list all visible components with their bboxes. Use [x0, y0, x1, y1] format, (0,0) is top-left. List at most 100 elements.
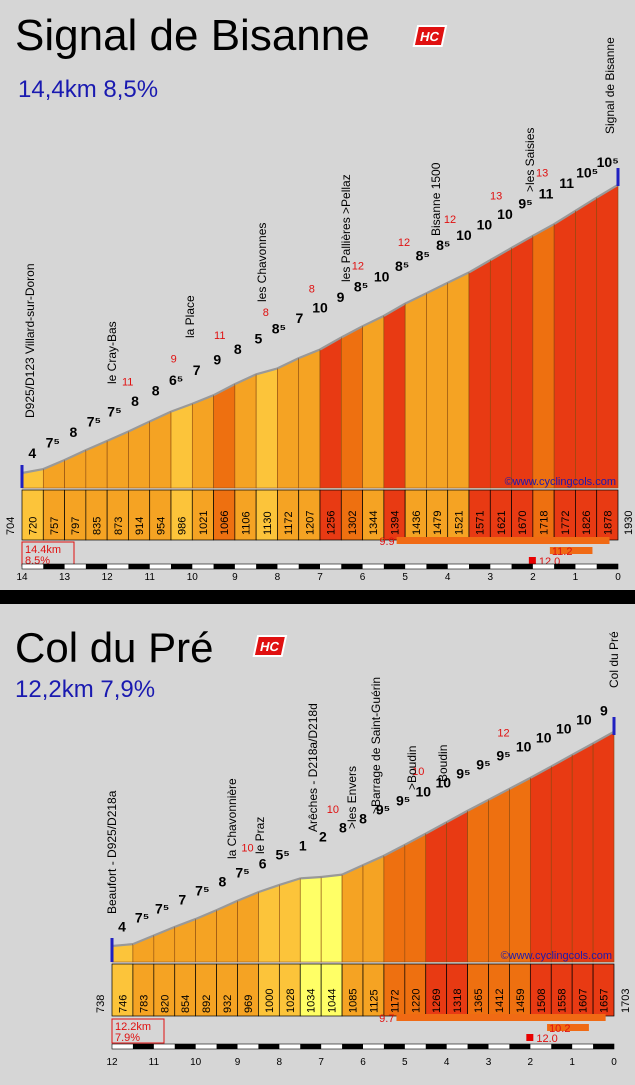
climb-summary: 14,4km 8,5% [18, 76, 158, 103]
profile-road-line [341, 864, 364, 876]
profile-road-line [213, 383, 236, 397]
altitude-label: 757 [49, 517, 61, 535]
altitude-label: 914 [134, 517, 146, 535]
profile-road-line [425, 821, 448, 835]
hc-badge-label: HC [419, 29, 441, 44]
km-tick-label: 11 [149, 1057, 160, 1068]
km-tick-label: 2 [530, 572, 536, 583]
profile-road-line [383, 843, 406, 857]
gradient-label: 10 [415, 784, 431, 800]
gradient-label: 8⁵ [395, 258, 409, 274]
profile-road-line [596, 183, 619, 199]
profile-road-line [511, 234, 534, 249]
peak-gradient-label: 13 [536, 167, 548, 179]
profile-segment [404, 292, 427, 489]
altitude-label: 1130 [262, 511, 274, 535]
start-altitude-label: 704 [5, 517, 17, 535]
profile-road-line [255, 367, 278, 376]
source-credit: ©www.cyclingcols.com [505, 476, 616, 488]
profile-segment [383, 303, 406, 489]
km-axis-segment [341, 564, 363, 569]
km-tick-label: 8 [277, 1057, 283, 1068]
km-tick-label: 3 [488, 572, 494, 583]
profile-road-line [276, 357, 300, 370]
profile-segment [340, 325, 363, 489]
gradient-label: 9 [213, 351, 221, 367]
profile-road-line [216, 899, 238, 912]
km-tick-label: 5 [402, 1057, 408, 1068]
hc-badge-box [252, 635, 288, 657]
gradient-label: 8 [69, 424, 77, 440]
km-tick-label: 1 [573, 572, 579, 583]
hc-badge-label: HC [259, 639, 281, 654]
max-gradient-bar [396, 537, 610, 544]
altitude-label: 854 [180, 995, 192, 1013]
peak-gradient-label: 9 [171, 353, 177, 365]
altitude-label: 1106 [241, 511, 253, 535]
profile-segment [279, 877, 301, 963]
gradient-label: 7⁵ [195, 883, 209, 899]
altitude-label: 892 [201, 995, 213, 1013]
gradient-label: 10 [312, 300, 328, 316]
altitude-label: 1125 [368, 989, 380, 1013]
altitude-label: 1028 [285, 989, 297, 1013]
peak-gradient-label: 12 [352, 260, 364, 272]
altitude-label: 1718 [539, 511, 551, 535]
gradient-label: 7 [296, 310, 304, 326]
max-gradient-label: 10.2 [549, 1023, 570, 1035]
altitude-label: 1256 [326, 511, 338, 535]
peak-gradient-label: 8 [263, 307, 269, 319]
profile-segment [530, 765, 552, 963]
km-tick-label: 6 [360, 572, 366, 583]
altitude-label: 1207 [304, 511, 316, 535]
km-axis-segment [342, 1044, 363, 1049]
hc-badge: HC [252, 635, 288, 657]
km-axis-segment [216, 1044, 238, 1049]
gradient-label: 8⁵ [272, 320, 286, 336]
hc-badge: HC [412, 25, 448, 47]
altitude-label: 820 [159, 995, 171, 1013]
profile-segment [511, 235, 534, 489]
km-tick-label: 8 [275, 572, 281, 583]
profile-road-line [153, 925, 176, 937]
place-label: Boudin [436, 745, 450, 782]
profile-segment [592, 731, 615, 963]
km-axis-segment [43, 564, 65, 569]
profile-road-line [508, 776, 531, 790]
gradient-label: 11 [559, 175, 574, 191]
profile-segment [467, 799, 489, 963]
gradient-label: 11 [539, 185, 554, 201]
km-axis-segment [383, 564, 406, 569]
km-axis-segment [554, 564, 576, 569]
altitude-label: 1436 [411, 511, 423, 535]
gradient-label: 7 [193, 362, 201, 378]
km-axis-segment [509, 1044, 531, 1049]
gradient-label: 10 [456, 227, 472, 243]
km-axis-segment [128, 564, 150, 569]
altitude-label: 1657 [599, 989, 611, 1013]
place-label: la Chavonnière [225, 778, 239, 859]
hc-badge-box [412, 25, 448, 47]
altitude-label: 746 [117, 995, 129, 1013]
gradient-label: 10 [556, 721, 572, 737]
gradient-label: 9 [337, 289, 345, 305]
altitude-label: 1394 [390, 511, 402, 535]
profile-segment [341, 864, 364, 963]
altitude-label: 1670 [517, 511, 529, 535]
profile-road-line [447, 271, 470, 284]
gradient-label: 7⁵ [87, 414, 101, 430]
profile-road-line [550, 753, 573, 768]
altitude-label: 954 [155, 517, 167, 535]
peak-gradient-label: 10 [412, 766, 424, 778]
profile-road-line [362, 314, 385, 328]
gradient-label: 7⁵ [46, 434, 60, 450]
profile-road-line [258, 883, 280, 894]
km-tick-label: 7 [317, 572, 323, 583]
profile-road-line [404, 292, 427, 305]
max-gradient-marker [528, 557, 536, 564]
end-altitude-label: 1930 [623, 511, 635, 535]
profile-segment [425, 821, 447, 963]
altitude-label: 1365 [473, 989, 485, 1013]
profile-road-line [300, 875, 322, 880]
